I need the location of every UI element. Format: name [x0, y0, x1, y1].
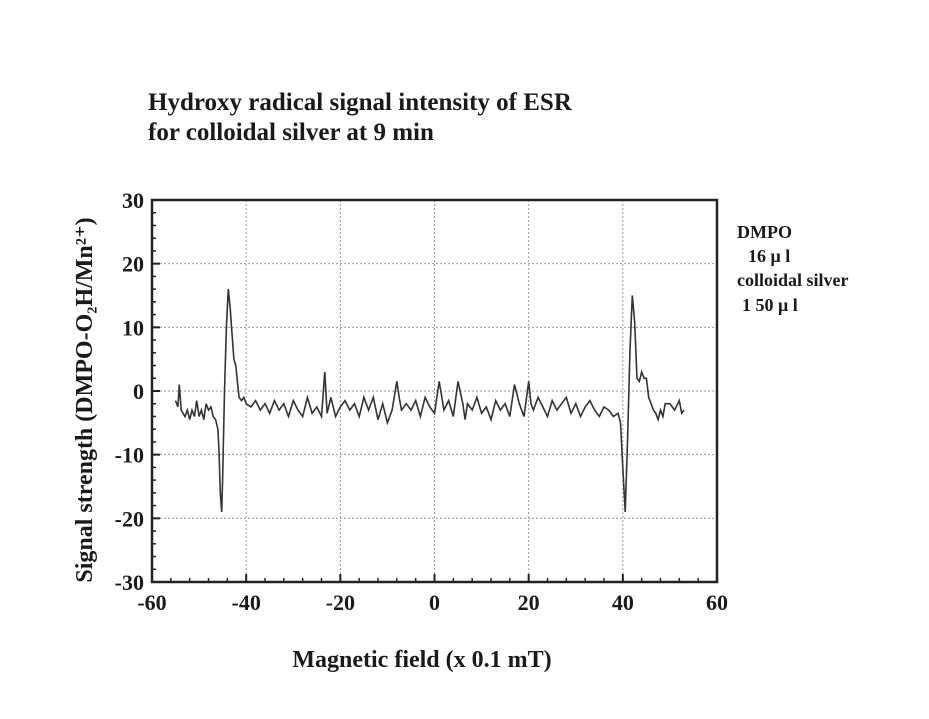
- x-axis-label: Magnetic field (x 0.1 mT): [292, 647, 551, 673]
- x-tick-label: 40: [612, 590, 634, 615]
- y-tick-label: 20: [122, 252, 144, 277]
- annotation-dmpo: DMPO: [737, 222, 792, 242]
- x-tick-label: 0: [429, 590, 440, 615]
- y-tick-label: -20: [115, 506, 144, 531]
- y-tick-label: 10: [122, 315, 144, 340]
- y-tick-label: -10: [115, 443, 144, 468]
- chart-title-line-2: for colloidal silver at 9 min: [148, 119, 434, 146]
- x-tick-label: 60: [706, 590, 728, 615]
- annotation-colloidal-silver: colloidal silver: [737, 270, 849, 290]
- y-tick-label: -30: [115, 570, 144, 595]
- y-tick-label: 0: [133, 379, 144, 404]
- series-line: [174, 289, 685, 513]
- plot-frame: [150, 198, 719, 584]
- ticks: -60 -40 -20 0 20 40 60 -30 -20 -10 0 10 20 30: [115, 188, 728, 615]
- annotation-dmpo-volume: 16 μ l: [748, 246, 790, 266]
- grid: [152, 200, 717, 582]
- y-tick-label: 30: [122, 188, 144, 213]
- x-tick-label: 20: [518, 590, 540, 615]
- chart-title-line-1: Hydroxy radical signal intensity of ESR: [148, 89, 573, 116]
- x-tick-label: -60: [137, 590, 166, 615]
- x-tick-label: -40: [232, 590, 261, 615]
- x-tick-label: -20: [326, 590, 355, 615]
- y-axis-label: Signal strength (DMPO-O₂H/Mn²⁺): [72, 217, 98, 582]
- annotation-silver-volume: 1 50 μ l: [742, 295, 798, 315]
